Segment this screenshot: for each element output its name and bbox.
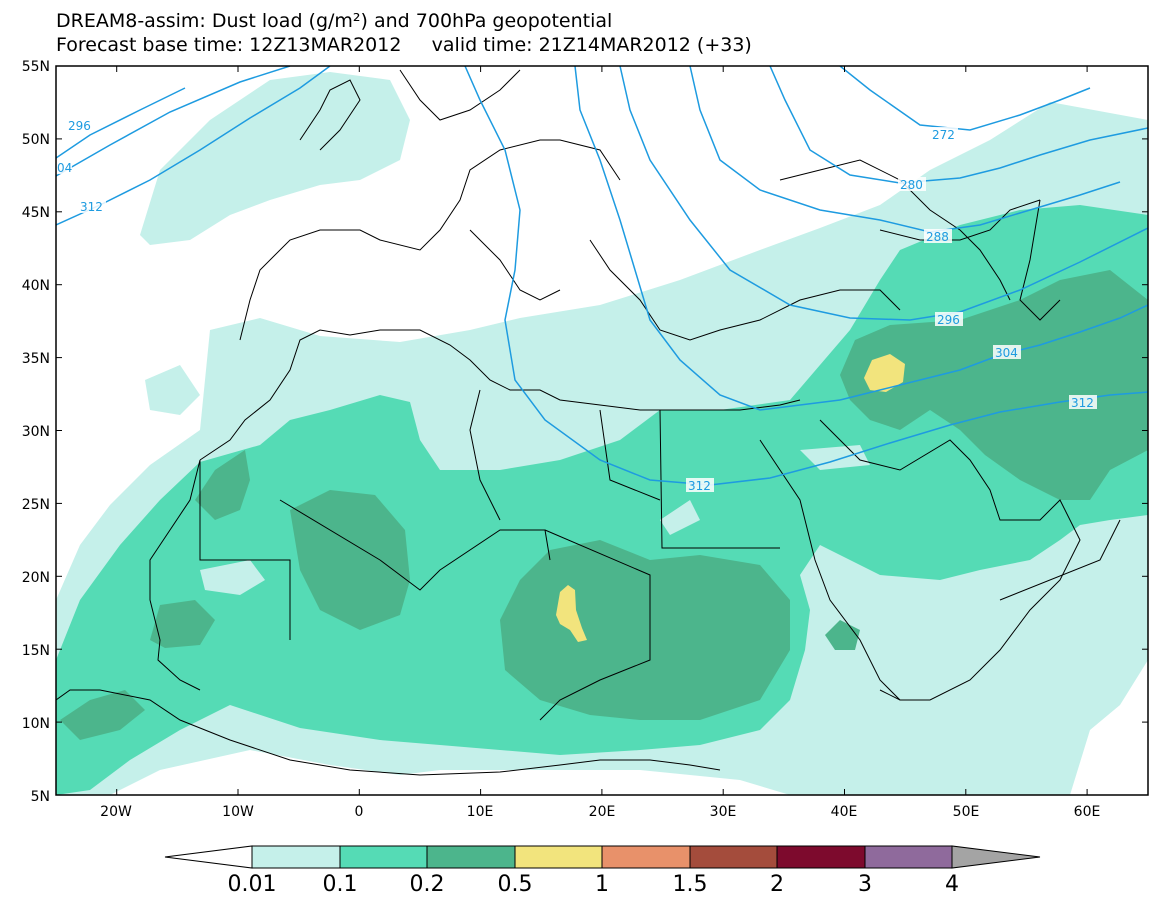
lon-label: 60E <box>1074 804 1101 820</box>
contour-labels: 296 04 312 272 280 288 296 304 312 312 <box>56 118 1097 493</box>
lat-label: 30N <box>22 424 50 440</box>
dust-level-0.5 <box>556 585 587 642</box>
contour-label: 304 <box>995 346 1018 360</box>
lon-label: 50E <box>953 804 980 820</box>
dust-level-0.2 <box>290 490 410 630</box>
colorbar-label: 0.2 <box>410 872 445 897</box>
contour-label: 296 <box>68 119 91 133</box>
colorbar-label: 0.01 <box>228 872 277 897</box>
colorbar-swatch <box>514 845 603 869</box>
contour-label: 312 <box>688 479 711 493</box>
dust-level-0.2 <box>150 600 215 648</box>
colorbar-swatch <box>251 845 341 869</box>
axis-ticks <box>56 65 1148 796</box>
colorbar-swatch <box>601 845 691 869</box>
contour-label: 280 <box>900 178 923 192</box>
dust-level-0.2 <box>195 450 250 520</box>
dust-level-0.01 <box>145 365 200 415</box>
dust-level-0.2 <box>500 540 790 720</box>
colorbar: 0.01 0.1 0.2 0.5 1 1.5 2 3 4 <box>164 845 1041 897</box>
dust-level-0.2 <box>840 270 1148 500</box>
contour-label: 296 <box>937 313 960 327</box>
colorbar-label: 3 <box>858 872 872 897</box>
lat-label: 50N <box>22 132 50 148</box>
dust-level-0.01-hole <box>200 560 265 595</box>
colorbar-low-arrow <box>164 845 253 869</box>
dust-level-0.2 <box>60 690 145 740</box>
lon-label: 30E <box>710 804 737 820</box>
base-time: Forecast base time: 12Z13MAR2012 <box>56 34 402 56</box>
latitude-labels: 55N 50N 45N 40N 35N 30N 25N 20N 15N 10N … <box>22 59 50 805</box>
contour-label: 312 <box>80 200 103 214</box>
lat-label: 45N <box>22 205 50 221</box>
lat-label: 35N <box>22 351 50 367</box>
lon-label: 20W <box>100 804 132 820</box>
contour-label: 04 <box>57 161 72 175</box>
lat-label: 25N <box>22 497 50 513</box>
colorbar-label: 0.1 <box>323 872 358 897</box>
lat-label: 40N <box>22 278 50 294</box>
colorbar-swatch <box>339 845 428 869</box>
colorbar-label: 4 <box>945 872 959 897</box>
colorbar-swatch <box>689 845 778 869</box>
dust-level-0.5 <box>864 354 905 392</box>
lon-label: 10W <box>222 804 254 820</box>
colorbar-label: 0.5 <box>498 872 533 897</box>
map-title: DREAM8-assim: Dust load (g/m²) and 700hP… <box>56 10 613 32</box>
lat-label: 15N <box>22 643 50 659</box>
lat-label: 10N <box>22 716 50 732</box>
dust-level-0.01-hole <box>800 445 870 470</box>
lon-label: 40E <box>831 804 858 820</box>
lat-label: 5N <box>31 789 50 805</box>
colorbar-swatch <box>864 845 953 869</box>
forecast-time-line: Forecast base time: 12Z13MAR2012 valid t… <box>56 34 752 56</box>
lon-label: 0 <box>355 804 364 820</box>
longitude-labels: 20W 10W 0 10E 20E 30E 40E 50E 60E <box>100 804 1100 820</box>
geopotential-contours <box>56 66 1148 486</box>
colorbar-swatch <box>776 845 866 869</box>
colorbar-label: 2 <box>770 872 784 897</box>
contour-label: 272 <box>932 128 955 142</box>
contour-label: 312 <box>1071 396 1094 410</box>
coastlines <box>56 69 1121 776</box>
lon-label: 10E <box>467 804 494 820</box>
lon-label: 20E <box>589 804 616 820</box>
colorbar-label: 1.5 <box>673 872 708 897</box>
lat-label: 20N <box>22 570 50 586</box>
colorbar-swatch <box>426 845 516 869</box>
dust-level-0.01 <box>140 72 410 245</box>
contour-label: 288 <box>926 230 949 244</box>
colorbar-high-arrow <box>951 845 1041 869</box>
lat-label: 55N <box>22 59 50 75</box>
valid-time: valid time: 21Z14MAR2012 (+33) <box>431 34 752 56</box>
dust-level-0.01-hole <box>660 500 700 535</box>
colorbar-label: 1 <box>595 872 609 897</box>
dust-fields <box>56 72 1148 795</box>
